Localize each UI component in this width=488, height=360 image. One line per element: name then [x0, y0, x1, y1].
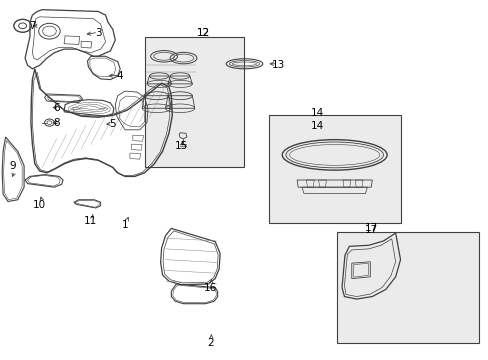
Text: 17: 17	[364, 224, 377, 233]
Text: 8: 8	[53, 118, 60, 128]
Text: 4: 4	[117, 71, 123, 81]
Text: 15: 15	[174, 141, 187, 151]
Text: 2: 2	[206, 338, 213, 348]
Bar	[144, 37, 244, 167]
Text: 11: 11	[84, 216, 97, 226]
Text: 17: 17	[364, 225, 377, 235]
Text: 10: 10	[33, 200, 46, 210]
Text: 13: 13	[271, 60, 285, 70]
Text: 12: 12	[196, 28, 209, 38]
Text: 7: 7	[29, 21, 36, 31]
Text: 5: 5	[109, 120, 116, 129]
Text: 9: 9	[10, 161, 16, 171]
Text: 14: 14	[310, 121, 324, 131]
Bar	[336, 232, 478, 343]
Text: 12: 12	[196, 28, 209, 38]
Text: 3: 3	[95, 28, 102, 38]
Bar	[268, 116, 400, 223]
Text: 1: 1	[122, 220, 128, 230]
Text: 6: 6	[53, 103, 60, 113]
Text: 16: 16	[203, 283, 217, 293]
Text: 14: 14	[310, 108, 324, 118]
